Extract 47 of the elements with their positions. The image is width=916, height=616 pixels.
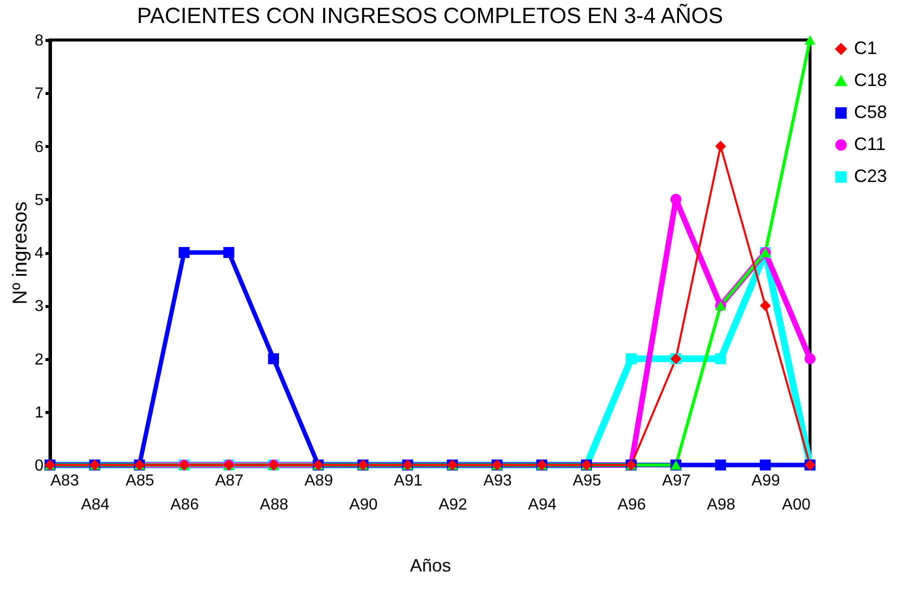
point: [178, 247, 190, 258]
x-tick-label: A99: [752, 472, 780, 490]
point: [626, 353, 637, 364]
point: [804, 353, 816, 364]
legend-label: C18: [854, 70, 888, 90]
x-tick-label: A93: [483, 472, 512, 490]
point: [715, 460, 726, 470]
x-tick-label: A88: [260, 496, 288, 514]
point: [670, 194, 682, 205]
y-tick-label: 1: [34, 404, 44, 422]
x-tick-label: A95: [572, 472, 602, 490]
point: [804, 35, 816, 45]
point: [715, 353, 726, 364]
x-tick-label: A97: [662, 472, 691, 490]
point: [223, 247, 234, 258]
y-tick-label: 3: [34, 298, 44, 316]
y-tick-label: 2: [34, 351, 44, 368]
x-tick-label: A00: [782, 496, 811, 514]
x-tick-label: A90: [349, 496, 378, 514]
y-tick-label: 5: [34, 192, 44, 209]
point: [760, 460, 771, 470]
x-tick-label: A92: [438, 496, 468, 514]
x-tick-label: A91: [394, 472, 422, 490]
x-tick-label: A98: [706, 496, 736, 514]
x-tick-label: A83: [50, 472, 80, 490]
y-tick-label: 6: [34, 138, 44, 156]
x-tick-label: A96: [617, 496, 646, 514]
y-axis-title: Nº ingresos: [10, 202, 32, 304]
x-tick-label: A84: [80, 496, 110, 514]
legend-label: C23: [854, 166, 888, 186]
x-tick-label: A85: [126, 472, 154, 490]
y-tick-label: 4: [34, 245, 44, 262]
x-tick-label: A87: [215, 472, 244, 490]
legend-label: C1: [854, 38, 878, 58]
x-tick-label: A94: [528, 496, 557, 514]
y-tick-label: 8: [34, 32, 44, 50]
y-tick-label: 7: [34, 86, 44, 103]
point: [715, 140, 726, 152]
y-tick-label: 0: [34, 458, 44, 474]
legend-label: C11: [854, 134, 886, 154]
x-tick-label: A89: [304, 472, 334, 490]
chart-title: PACIENTES CON INGRESOS COMPLETOS EN 3-4 AÑOS: [137, 3, 723, 28]
legend-label: C58: [854, 102, 888, 122]
point: [268, 353, 280, 364]
x-tick-label: A86: [170, 496, 199, 514]
point: [760, 300, 771, 312]
x-axis-title: Años: [410, 556, 452, 576]
